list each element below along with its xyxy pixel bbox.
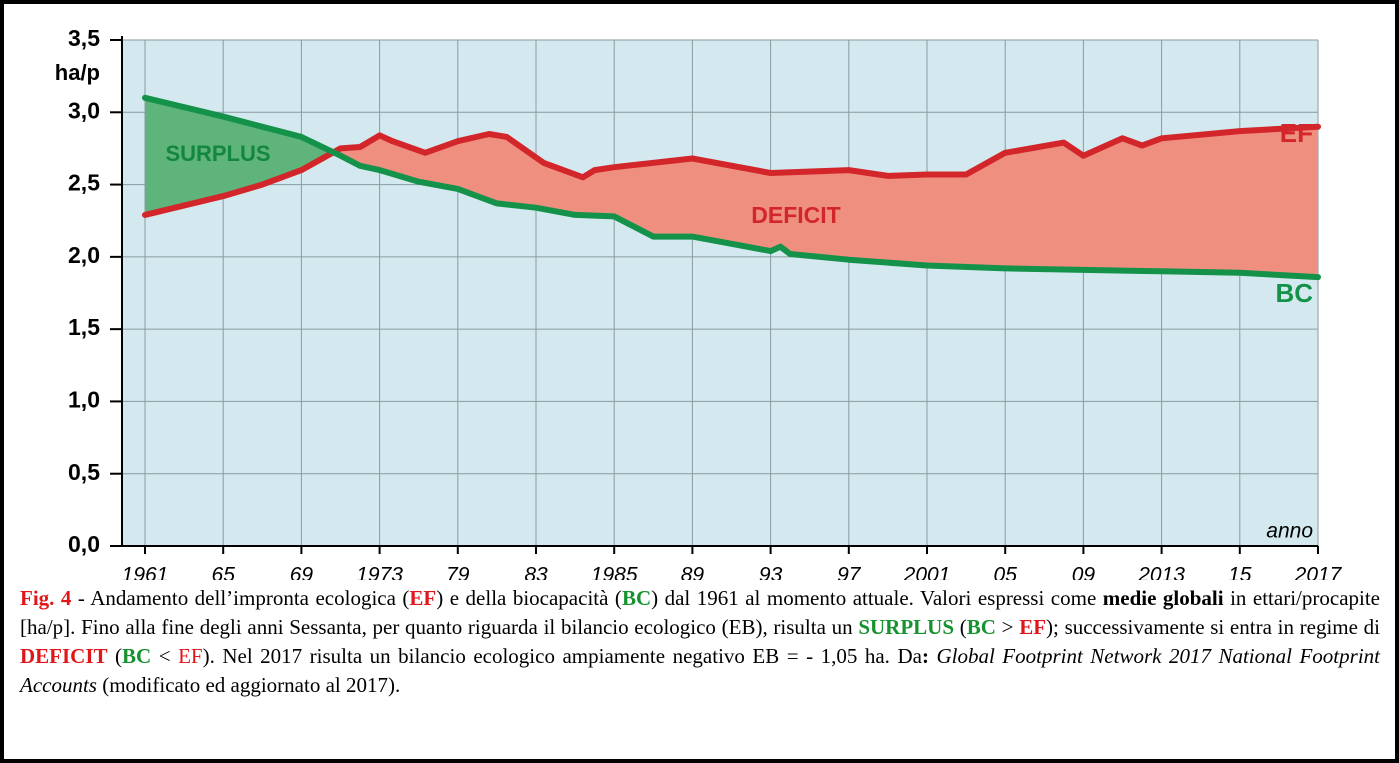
x-tick-label: 05 [994, 564, 1018, 580]
caption-text: ). Nel 2017 risulta un bilancio ecologic… [202, 644, 922, 668]
caption-text: ( [954, 615, 967, 639]
caption-text: ) dal 1961 al momento attuale. Valori es… [651, 586, 1103, 610]
deficit-area [145, 126, 1318, 278]
x-tick-label: 15 [1228, 564, 1252, 580]
caption: Fig. 4 - Andamento dell’impronta ecologi… [20, 584, 1380, 700]
x-tick-label: 69 [290, 564, 314, 580]
y-axis-label: ha/p [55, 60, 100, 85]
y-tick-label: 3,0 [68, 97, 100, 123]
series-line [142, 123, 1321, 218]
y-tick-label: 0,0 [68, 531, 100, 557]
x-tick-label: 1961 [122, 564, 169, 580]
x-tick-label: 89 [681, 564, 705, 580]
y-tick-label: 0,5 [68, 459, 100, 485]
annotation: DEFICIT [751, 202, 840, 228]
caption-text: BC [966, 615, 996, 639]
x-tick-label: 83 [524, 564, 548, 580]
caption-text: (modificato ed aggiornato al 2017). [96, 673, 401, 697]
chart: 0,0 0,5 1,0 1,5 2,0 2,5 3,0 3,5 1961 65 69 1973 79 83… [55, 25, 1343, 580]
caption-text: > [995, 615, 1020, 639]
caption-text: ( [107, 644, 123, 668]
caption-text: in ettari/procapite [ha/p]. Fino alla fi… [20, 586, 1380, 639]
x-tick-label: 09 [1072, 564, 1096, 580]
x-tick-label: 1973 [356, 564, 403, 580]
x-tick-label: 2017 [1294, 564, 1343, 580]
plot-background [122, 40, 1318, 546]
caption-text: : [921, 644, 937, 668]
caption-text: DEFICIT [20, 644, 108, 668]
y-tick-label: 2,0 [68, 242, 100, 268]
y-tick-label: 2,5 [68, 170, 100, 196]
caption-text: ) e della biocapacità ( [436, 586, 622, 610]
y-tick-label: 1,5 [68, 314, 100, 340]
legend-label: BC [1275, 278, 1313, 308]
caption-text: ); successivamente si entra in regime di [1046, 615, 1380, 639]
x-tick-label: 79 [446, 564, 470, 580]
x-tick-label: 2013 [1137, 564, 1185, 580]
y-tick-label: 3,5 [68, 25, 100, 51]
caption-text: SURPLUS [858, 615, 955, 639]
series-line [142, 94, 1321, 281]
caption-text: Fig. 4 [20, 586, 72, 610]
caption-text: medie globali [1102, 586, 1224, 610]
caption-text: EF [1019, 615, 1047, 639]
caption-text: BC [122, 644, 152, 668]
x-tick-label: 2001 [903, 564, 951, 580]
caption-text: BC [621, 586, 652, 610]
x-tick-label: 97 [837, 564, 862, 580]
x-tick-label: 1985 [591, 564, 638, 580]
x-tick-label: 93 [759, 564, 783, 580]
caption-text: < [151, 644, 179, 668]
caption-text: Global Footprint Network 2017 National F… [20, 644, 1380, 697]
legend-label: EF [1280, 118, 1313, 148]
x-tick-label: 65 [212, 564, 236, 580]
x-axis-label: anno [1266, 520, 1313, 543]
caption-text: - Andamento dell’impronta ecologica ( [71, 586, 410, 610]
annotation: SURPLUS [165, 141, 270, 166]
caption-text: EF [178, 644, 203, 668]
y-tick-label: 1,0 [68, 387, 100, 413]
caption-text: EF [409, 586, 437, 610]
